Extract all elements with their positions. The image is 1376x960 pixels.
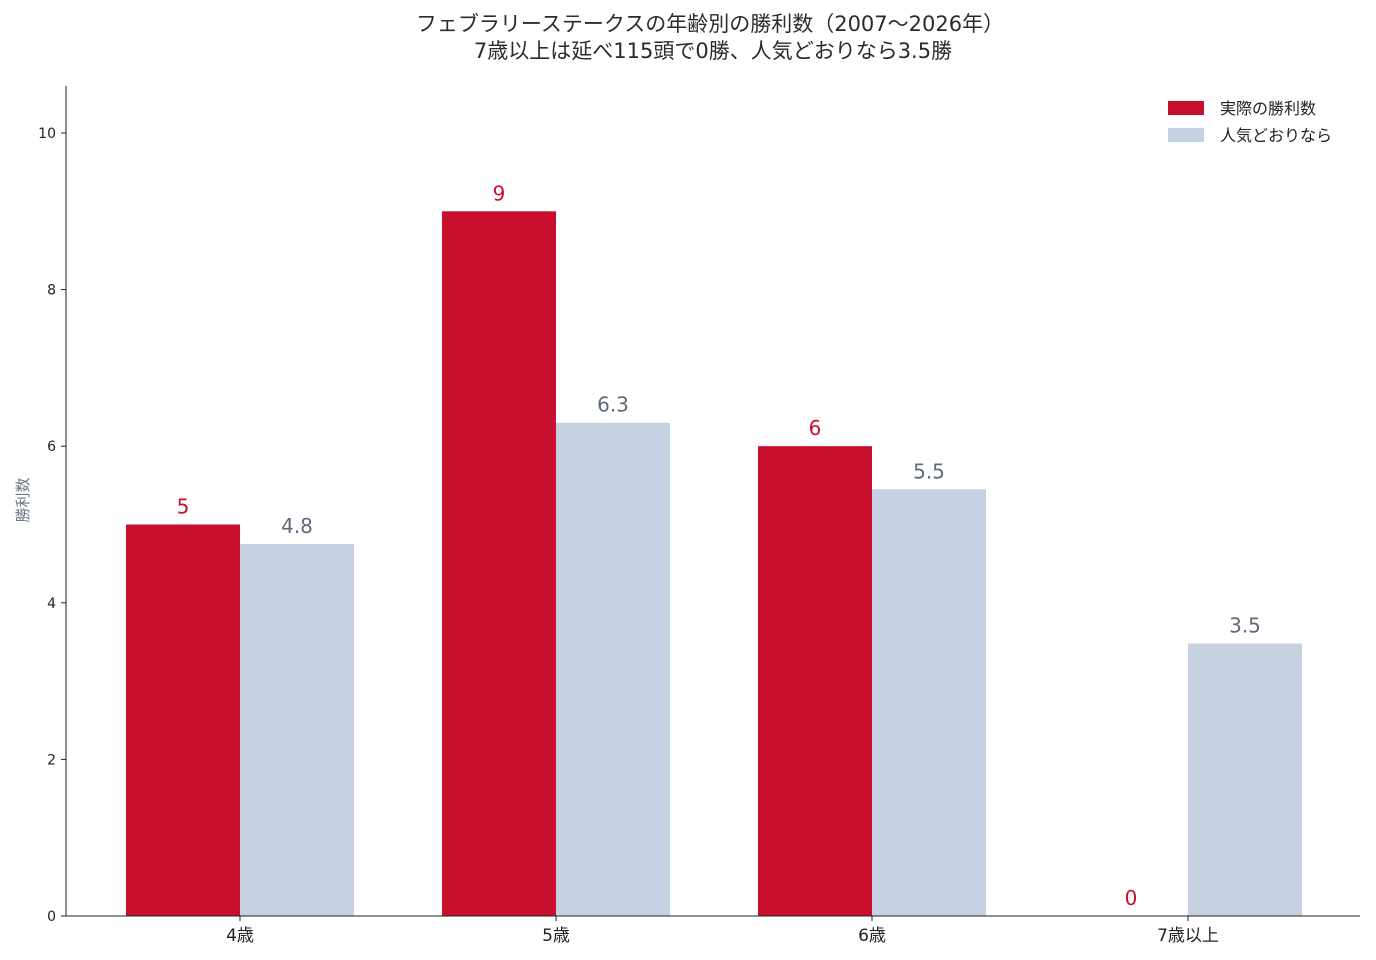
legend-swatch-expected [1168,128,1204,142]
chart-title-line-1: フェブラリーステークスの年齢別の勝利数（2007〜2026年） [416,12,1004,36]
x-tick-label: 7歳以上 [1157,926,1219,946]
legend-swatch-actual [1168,101,1204,115]
x-tick-label: 4歳 [226,926,254,946]
value-label-expected-2: 5.5 [913,459,945,483]
x-tick-label: 6歳 [858,926,886,946]
x-tick-label: 5歳 [542,926,570,946]
value-label-expected-1: 6.3 [597,393,629,417]
bar-expected-1 [556,422,670,916]
bar-actual-1 [442,211,556,916]
value-label-actual-0: 5 [177,494,190,518]
plot-area: 5 9 6 0 4.8 6.3 5.5 3.5 0 2 4 6 8 10 4歳 5歳 6歳 7歳以上 [38,86,1360,946]
chart-title-line-2: 7歳以上は延べ115頭で0勝、人気どおりなら3.5勝 [474,39,952,63]
value-label-expected-3: 3.5 [1229,614,1261,638]
y-tick-label: 4 [47,596,56,612]
value-label-actual-3: 0 [1125,886,1138,910]
bar-actual-2 [758,446,872,916]
y-tick-label: 6 [47,439,56,455]
y-tick-label: 0 [47,909,56,925]
bar-expected-2 [872,489,986,916]
value-label-actual-2: 6 [809,416,822,440]
value-label-actual-1: 9 [493,181,506,205]
y-tick-label: 2 [47,752,56,768]
bar-actual-0 [126,524,240,916]
y-tick-label: 8 [47,283,56,299]
bar-expected-0 [240,544,354,916]
y-axis-title: 勝利数 [14,477,32,522]
y-tick-label: 10 [38,126,56,142]
value-label-expected-0: 4.8 [281,514,313,538]
legend-label-actual: 実際の勝利数 [1220,99,1316,118]
bar-expected-3 [1188,643,1302,916]
legend-label-expected: 人気どおりなら [1220,126,1332,145]
chart-title: フェブラリーステークスの年齢別の勝利数（2007〜2026年） 7歳以上は延べ1… [416,12,1004,63]
